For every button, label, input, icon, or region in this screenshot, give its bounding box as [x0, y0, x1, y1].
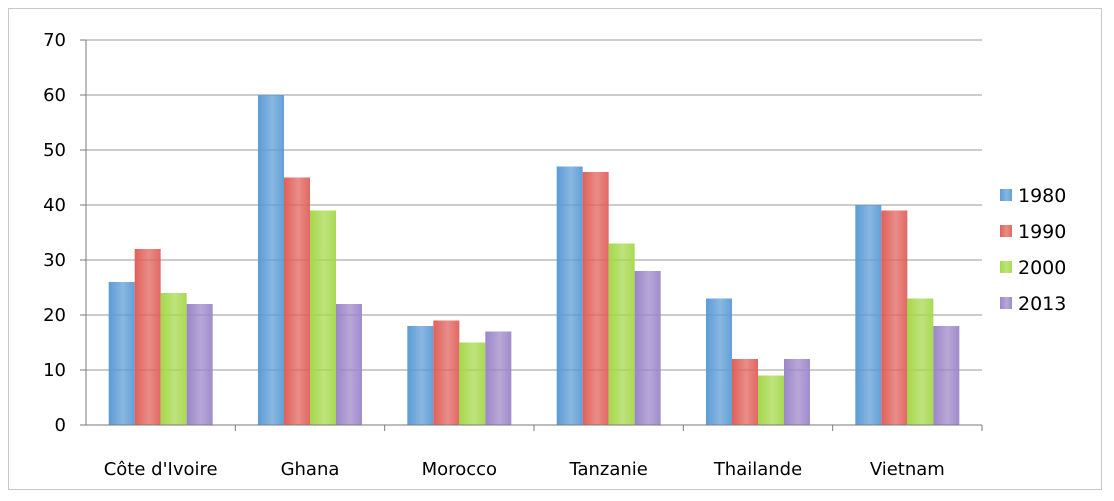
- y-tick-labels: 0 10 20 30 40 50 60 70: [43, 30, 66, 436]
- bar-vietnam-2000: [907, 298, 934, 425]
- bar-morocco-1980: [407, 326, 434, 425]
- bar-vietnam-2013: [933, 326, 960, 425]
- y-tick-label-70: 70: [43, 30, 66, 51]
- bar-morocco-1990: [433, 320, 460, 425]
- x-tick-labels: Côte d'Ivoire Ghana Morocco Tanzanie Thailan…: [104, 459, 945, 480]
- bar-cote-d-ivoire-2013: [186, 304, 213, 425]
- bar-ghana-1980: [258, 95, 284, 425]
- legend-label-2000: 2000: [1018, 257, 1066, 279]
- bar-ghana-2013: [336, 304, 362, 425]
- legend-label-1980: 1980: [1018, 185, 1066, 207]
- legend: 1980 1990 2000 2013: [1000, 185, 1066, 315]
- y-tick-label-0: 0: [55, 415, 66, 436]
- legend-swatch-2000: [1000, 261, 1012, 273]
- legend-swatch-1980: [1000, 189, 1012, 201]
- gridlines: [86, 39, 982, 371]
- bar-tanzanie-1980: [556, 166, 583, 425]
- x-tick-label-thailande: Thailande: [713, 459, 802, 480]
- bar-ghana-1990: [284, 177, 310, 425]
- bar-thailande-1990: [732, 359, 758, 425]
- x-tick-label-ghana: Ghana: [281, 459, 340, 480]
- x-tick-label-tanzanie: Tanzanie: [568, 459, 647, 480]
- bar-vietnam-1980: [855, 205, 882, 425]
- bar-vietnam-1990: [881, 210, 908, 425]
- legend-label-1990: 1990: [1018, 221, 1066, 243]
- x-tick-label-cote-d-ivoire: Côte d'Ivoire: [104, 459, 218, 480]
- y-tick-label-40: 40: [43, 195, 66, 216]
- bar-cote-d-ivoire-1990: [134, 249, 161, 425]
- bars: [108, 95, 960, 425]
- x-tick-label-vietnam: Vietnam: [870, 459, 945, 480]
- legend-swatch-1990: [1000, 225, 1012, 237]
- y-tick-label-30: 30: [43, 250, 66, 271]
- bar-tanzanie-1990: [582, 172, 609, 425]
- y-tick-label-20: 20: [43, 305, 66, 326]
- bar-ghana-2000: [310, 210, 336, 425]
- bar-cote-d-ivoire-1980: [108, 282, 135, 425]
- bar-tanzanie-2000: [608, 243, 635, 425]
- axes: [80, 39, 983, 431]
- bar-thailande-1980: [706, 298, 732, 425]
- bar-thailande-2000: [758, 375, 784, 425]
- bar-morocco-2000: [459, 342, 486, 425]
- legend-swatch-2013: [1000, 297, 1012, 309]
- bar-morocco-2013: [485, 331, 512, 425]
- bar-thailande-2013: [784, 359, 810, 425]
- bar-cote-d-ivoire-2000: [160, 293, 187, 425]
- bar-tanzanie-2013: [634, 271, 661, 425]
- y-tick-label-60: 60: [43, 85, 66, 106]
- x-tick-label-morocco: Morocco: [422, 459, 497, 480]
- legend-label-2013: 2013: [1018, 293, 1066, 315]
- y-tick-label-10: 10: [43, 360, 66, 381]
- y-tick-label-50: 50: [43, 140, 66, 161]
